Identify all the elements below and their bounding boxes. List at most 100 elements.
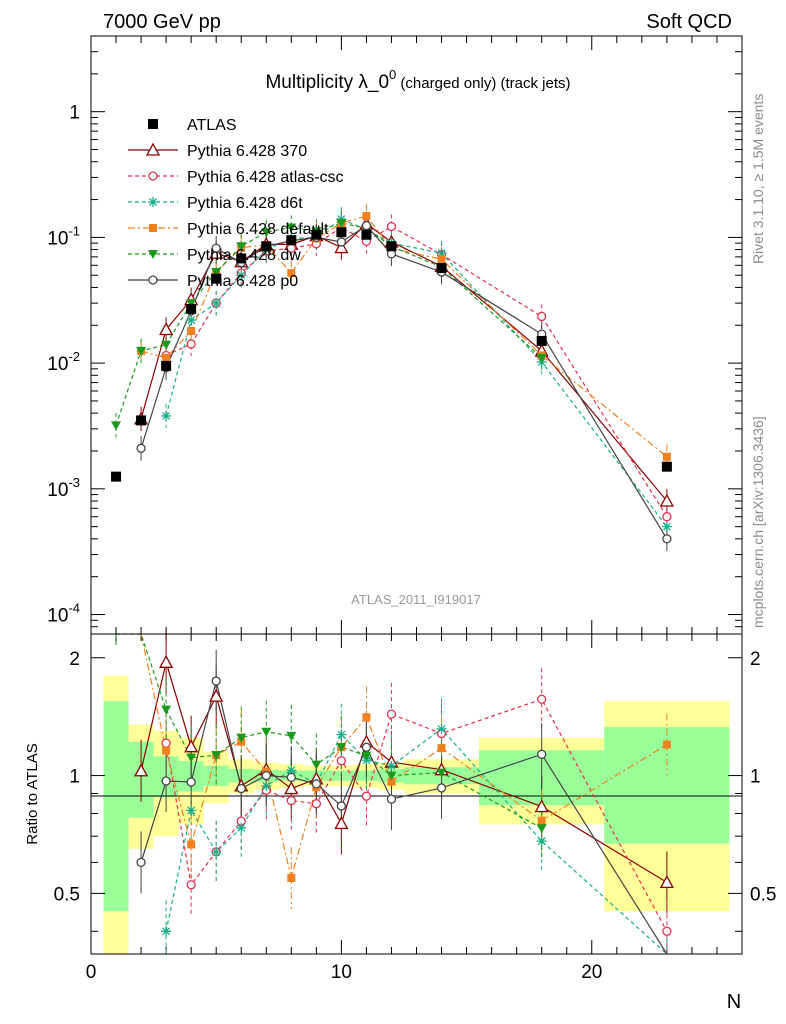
series-point (159, 322, 174, 336)
series-point (536, 353, 547, 363)
ratio-point (211, 846, 222, 857)
data-point (261, 241, 272, 252)
series-point (236, 270, 247, 281)
ratio-point (361, 742, 372, 752)
ratio-point (436, 723, 447, 734)
series-point (211, 243, 221, 253)
legend-label: ATLAS (187, 117, 237, 134)
ratio-plot-panel: 0.5 0.5 1 1 2 2 (54, 633, 776, 955)
ratio-point (186, 753, 197, 763)
ratio-point (187, 840, 196, 849)
legend-marker (148, 197, 158, 207)
plot-title-superscript: 0 (389, 67, 396, 82)
series-point (437, 255, 446, 264)
main-plot-panel: 10-410-310-210-110 10 20 (47, 35, 743, 983)
legend-marker (145, 142, 161, 156)
series-point (336, 237, 347, 247)
legend-label: Pythia 6.428 d6t (187, 195, 303, 212)
data-point (311, 229, 322, 240)
series-point (336, 214, 347, 225)
ratio-point (184, 739, 199, 753)
series-point (386, 221, 397, 232)
ratio-tick-label-right: 2 (750, 649, 761, 670)
series-point (111, 421, 122, 431)
data-point (361, 229, 372, 240)
series-point (186, 299, 197, 309)
data-point (386, 241, 397, 252)
data-point (111, 471, 122, 482)
ratio-point (136, 857, 146, 868)
ratio-point (286, 772, 296, 783)
ratio-point (537, 816, 546, 825)
series-point (161, 410, 172, 421)
ratio-band-stat (103, 701, 129, 912)
ratio-point (436, 783, 447, 793)
ratio-point (286, 795, 296, 806)
series-point (662, 534, 672, 544)
ratio-point (186, 777, 196, 787)
ratio-point (659, 875, 674, 889)
x-tick-label: 10 (331, 962, 352, 983)
series-point (161, 340, 172, 350)
series-point (662, 452, 671, 461)
legend-marker (149, 224, 157, 232)
series-point (436, 248, 447, 259)
analysis-id-label: ATLAS_2011_I919017 (351, 592, 481, 607)
ratio-point (161, 926, 172, 937)
legend-label: Pythia 6.428 default (187, 221, 329, 238)
ratio-plot-frame (90, 633, 743, 955)
series-point (186, 339, 196, 349)
ratio-point (284, 781, 299, 795)
ratio-point (311, 779, 321, 789)
header-category-label: Soft QCD (646, 11, 732, 33)
ratio-point (311, 799, 321, 809)
ratio-point (361, 751, 372, 761)
ratio-point (286, 765, 297, 776)
ratio-point (186, 880, 196, 890)
series-point (662, 512, 672, 522)
ratio-point (161, 705, 172, 715)
y-tick-label: 10-3 (47, 475, 80, 501)
series-point (186, 315, 197, 326)
ratio-point (261, 770, 271, 781)
series-point (211, 298, 222, 309)
legend-marker (148, 119, 158, 129)
x-tick-label: 20 (581, 962, 602, 983)
ratio-point (236, 783, 246, 794)
ratio-line-0 (140, 659, 668, 883)
ratio-point (336, 756, 347, 766)
plot-title-main: Multiplicity λ_0 (265, 72, 389, 93)
ratio-point (362, 713, 371, 722)
ratio-point (536, 836, 547, 847)
header-energy-label: 7000 GeV pp (103, 11, 221, 33)
ratio-point (361, 791, 372, 801)
ratio-axis-label: Ratio to ATLAS (24, 743, 41, 844)
series-point (537, 311, 547, 322)
ratio-point (386, 709, 397, 719)
ratio-point (386, 760, 397, 771)
side-label-rivet: Rivet 3.1.10, ≥ 1.5M events (750, 94, 766, 264)
data-point (286, 235, 297, 246)
data-point (161, 360, 172, 371)
ratio-point (537, 749, 547, 759)
y-tick-label: 10-1 (47, 223, 80, 249)
x-axis-label: N (727, 991, 741, 1013)
series-point (286, 223, 297, 233)
x-tick-label: 0 (86, 962, 97, 983)
y-tick-label: 1 (69, 103, 80, 124)
ratio-point (437, 744, 446, 753)
ratio-point (211, 676, 221, 686)
legend: ATLAS Pythia 6.428 370 Pythia 6.428 atlas-… (128, 117, 344, 290)
ratio-point (209, 688, 224, 702)
data-point (211, 273, 222, 284)
ratio-point (261, 727, 272, 737)
data-point (136, 415, 147, 426)
data-point (436, 263, 447, 274)
ratio-line-3 (140, 633, 668, 879)
ratio-point (161, 738, 171, 748)
series-point (362, 211, 371, 220)
ratio-point (186, 805, 197, 816)
y-tick-label: 10-4 (47, 601, 80, 627)
ratio-point (534, 799, 549, 813)
